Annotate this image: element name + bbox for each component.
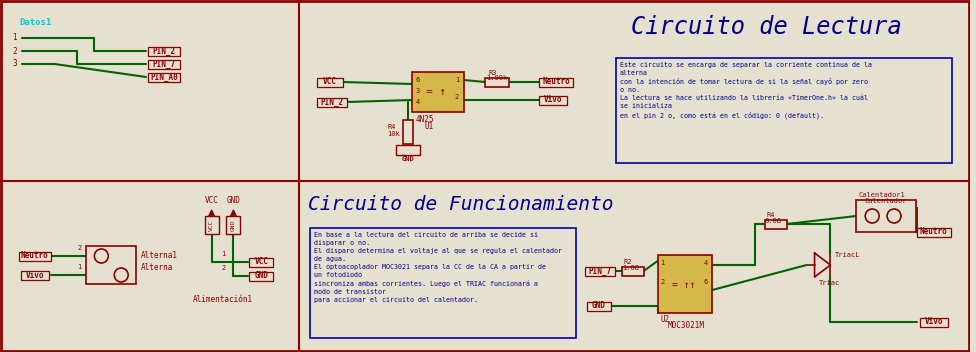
Text: TriacL: TriacL — [834, 252, 860, 258]
Text: Circuito de Funcionamiento: Circuito de Funcionamiento — [308, 195, 614, 214]
Bar — [20, 270, 49, 279]
Text: 8.0Ω: 8.0Ω — [765, 218, 782, 224]
Text: 1: 1 — [77, 264, 82, 270]
Text: VCC: VCC — [205, 196, 219, 205]
Text: 1: 1 — [13, 33, 17, 43]
Bar — [622, 267, 644, 276]
Text: Datos1: Datos1 — [20, 18, 52, 27]
Bar — [485, 78, 508, 87]
Text: 1: 1 — [222, 251, 225, 257]
Bar — [148, 46, 180, 56]
Text: Alterna1: Alterna1 — [142, 251, 178, 260]
Bar — [317, 98, 346, 107]
Text: GND: GND — [402, 156, 415, 162]
Bar — [412, 72, 464, 112]
Text: GND: GND — [226, 196, 240, 205]
Text: Neutro: Neutro — [920, 227, 948, 237]
Text: 2: 2 — [77, 245, 82, 251]
Bar — [317, 77, 343, 87]
Bar — [765, 220, 787, 229]
Text: 1.00k: 1.00k — [486, 75, 507, 81]
Text: Circuito de Lectura: Circuito de Lectura — [630, 15, 902, 39]
Text: PIN_7: PIN_7 — [152, 59, 176, 69]
Bar — [540, 77, 573, 87]
Text: PIN_2: PIN_2 — [320, 98, 344, 107]
Text: Alterna: Alterna — [142, 264, 174, 272]
Text: MOC3021M: MOC3021M — [668, 321, 705, 330]
Text: PIN_A0: PIN_A0 — [150, 73, 178, 82]
Bar — [310, 228, 576, 338]
Bar — [19, 251, 51, 260]
Text: 6: 6 — [704, 279, 708, 285]
Text: Este circuito se encarga de separar la corriente continua de la
alterna
con la i: Este circuito se encarga de separar la c… — [620, 62, 872, 119]
Bar — [658, 255, 712, 313]
Text: 2: 2 — [455, 94, 460, 100]
Text: 4: 4 — [415, 99, 420, 105]
Text: R2: R2 — [624, 259, 632, 265]
Bar — [396, 145, 421, 155]
Bar — [919, 318, 948, 327]
Text: 1: 1 — [455, 77, 460, 83]
Text: GND: GND — [255, 271, 268, 281]
Text: Neutro: Neutro — [543, 77, 570, 87]
Text: Vivo: Vivo — [924, 318, 943, 327]
Text: Calentador: Calentador — [864, 198, 907, 204]
Text: Alimentación1: Alimentación1 — [192, 295, 253, 304]
Bar — [916, 227, 951, 237]
Text: R4: R4 — [767, 212, 775, 218]
Bar — [403, 120, 413, 144]
Bar — [249, 271, 273, 281]
Text: 10k: 10k — [387, 131, 400, 137]
Bar — [148, 59, 180, 69]
Bar — [148, 73, 180, 82]
Text: = ↑: = ↑ — [427, 87, 446, 97]
Text: VCC: VCC — [323, 77, 337, 87]
Text: 2: 2 — [661, 279, 665, 285]
Bar — [585, 266, 615, 276]
Text: U1: U1 — [425, 122, 433, 131]
Bar — [87, 246, 136, 284]
Bar — [540, 95, 567, 105]
Text: En base a la lectura del circuito de arriba se decide si
disparar o no.
El dispa: En base a la lectura del circuito de arr… — [314, 232, 562, 303]
Text: VCC: VCC — [209, 219, 214, 231]
Bar — [249, 258, 273, 266]
Text: R4: R4 — [387, 124, 396, 130]
Text: 3: 3 — [415, 88, 420, 94]
Text: GND: GND — [231, 219, 236, 231]
Text: 2: 2 — [13, 46, 17, 56]
Bar — [226, 216, 240, 234]
Text: 3: 3 — [13, 59, 17, 69]
Text: GND: GND — [592, 302, 606, 310]
Bar — [856, 200, 915, 232]
Bar — [205, 216, 219, 234]
Text: R3: R3 — [489, 70, 497, 76]
Text: = ↑↑: = ↑↑ — [671, 280, 695, 290]
Text: Calentador1: Calentador1 — [858, 192, 905, 198]
Text: Neutro: Neutro — [20, 251, 49, 260]
Text: U2: U2 — [661, 315, 670, 324]
Text: 6: 6 — [415, 77, 420, 83]
Text: VCC: VCC — [255, 258, 268, 266]
Text: Vivo: Vivo — [25, 270, 44, 279]
Text: 1: 1 — [661, 260, 665, 266]
Text: 4N25: 4N25 — [415, 115, 433, 124]
Text: PIN_7: PIN_7 — [589, 266, 612, 276]
Bar — [616, 58, 952, 163]
Text: PIN_2: PIN_2 — [152, 46, 176, 56]
Text: Triac: Triac — [819, 280, 839, 286]
Text: 2: 2 — [222, 265, 225, 271]
Text: Vivo: Vivo — [544, 95, 562, 105]
Text: 4: 4 — [704, 260, 708, 266]
Bar — [588, 302, 611, 310]
Text: 1.0Ω: 1.0Ω — [622, 265, 639, 271]
